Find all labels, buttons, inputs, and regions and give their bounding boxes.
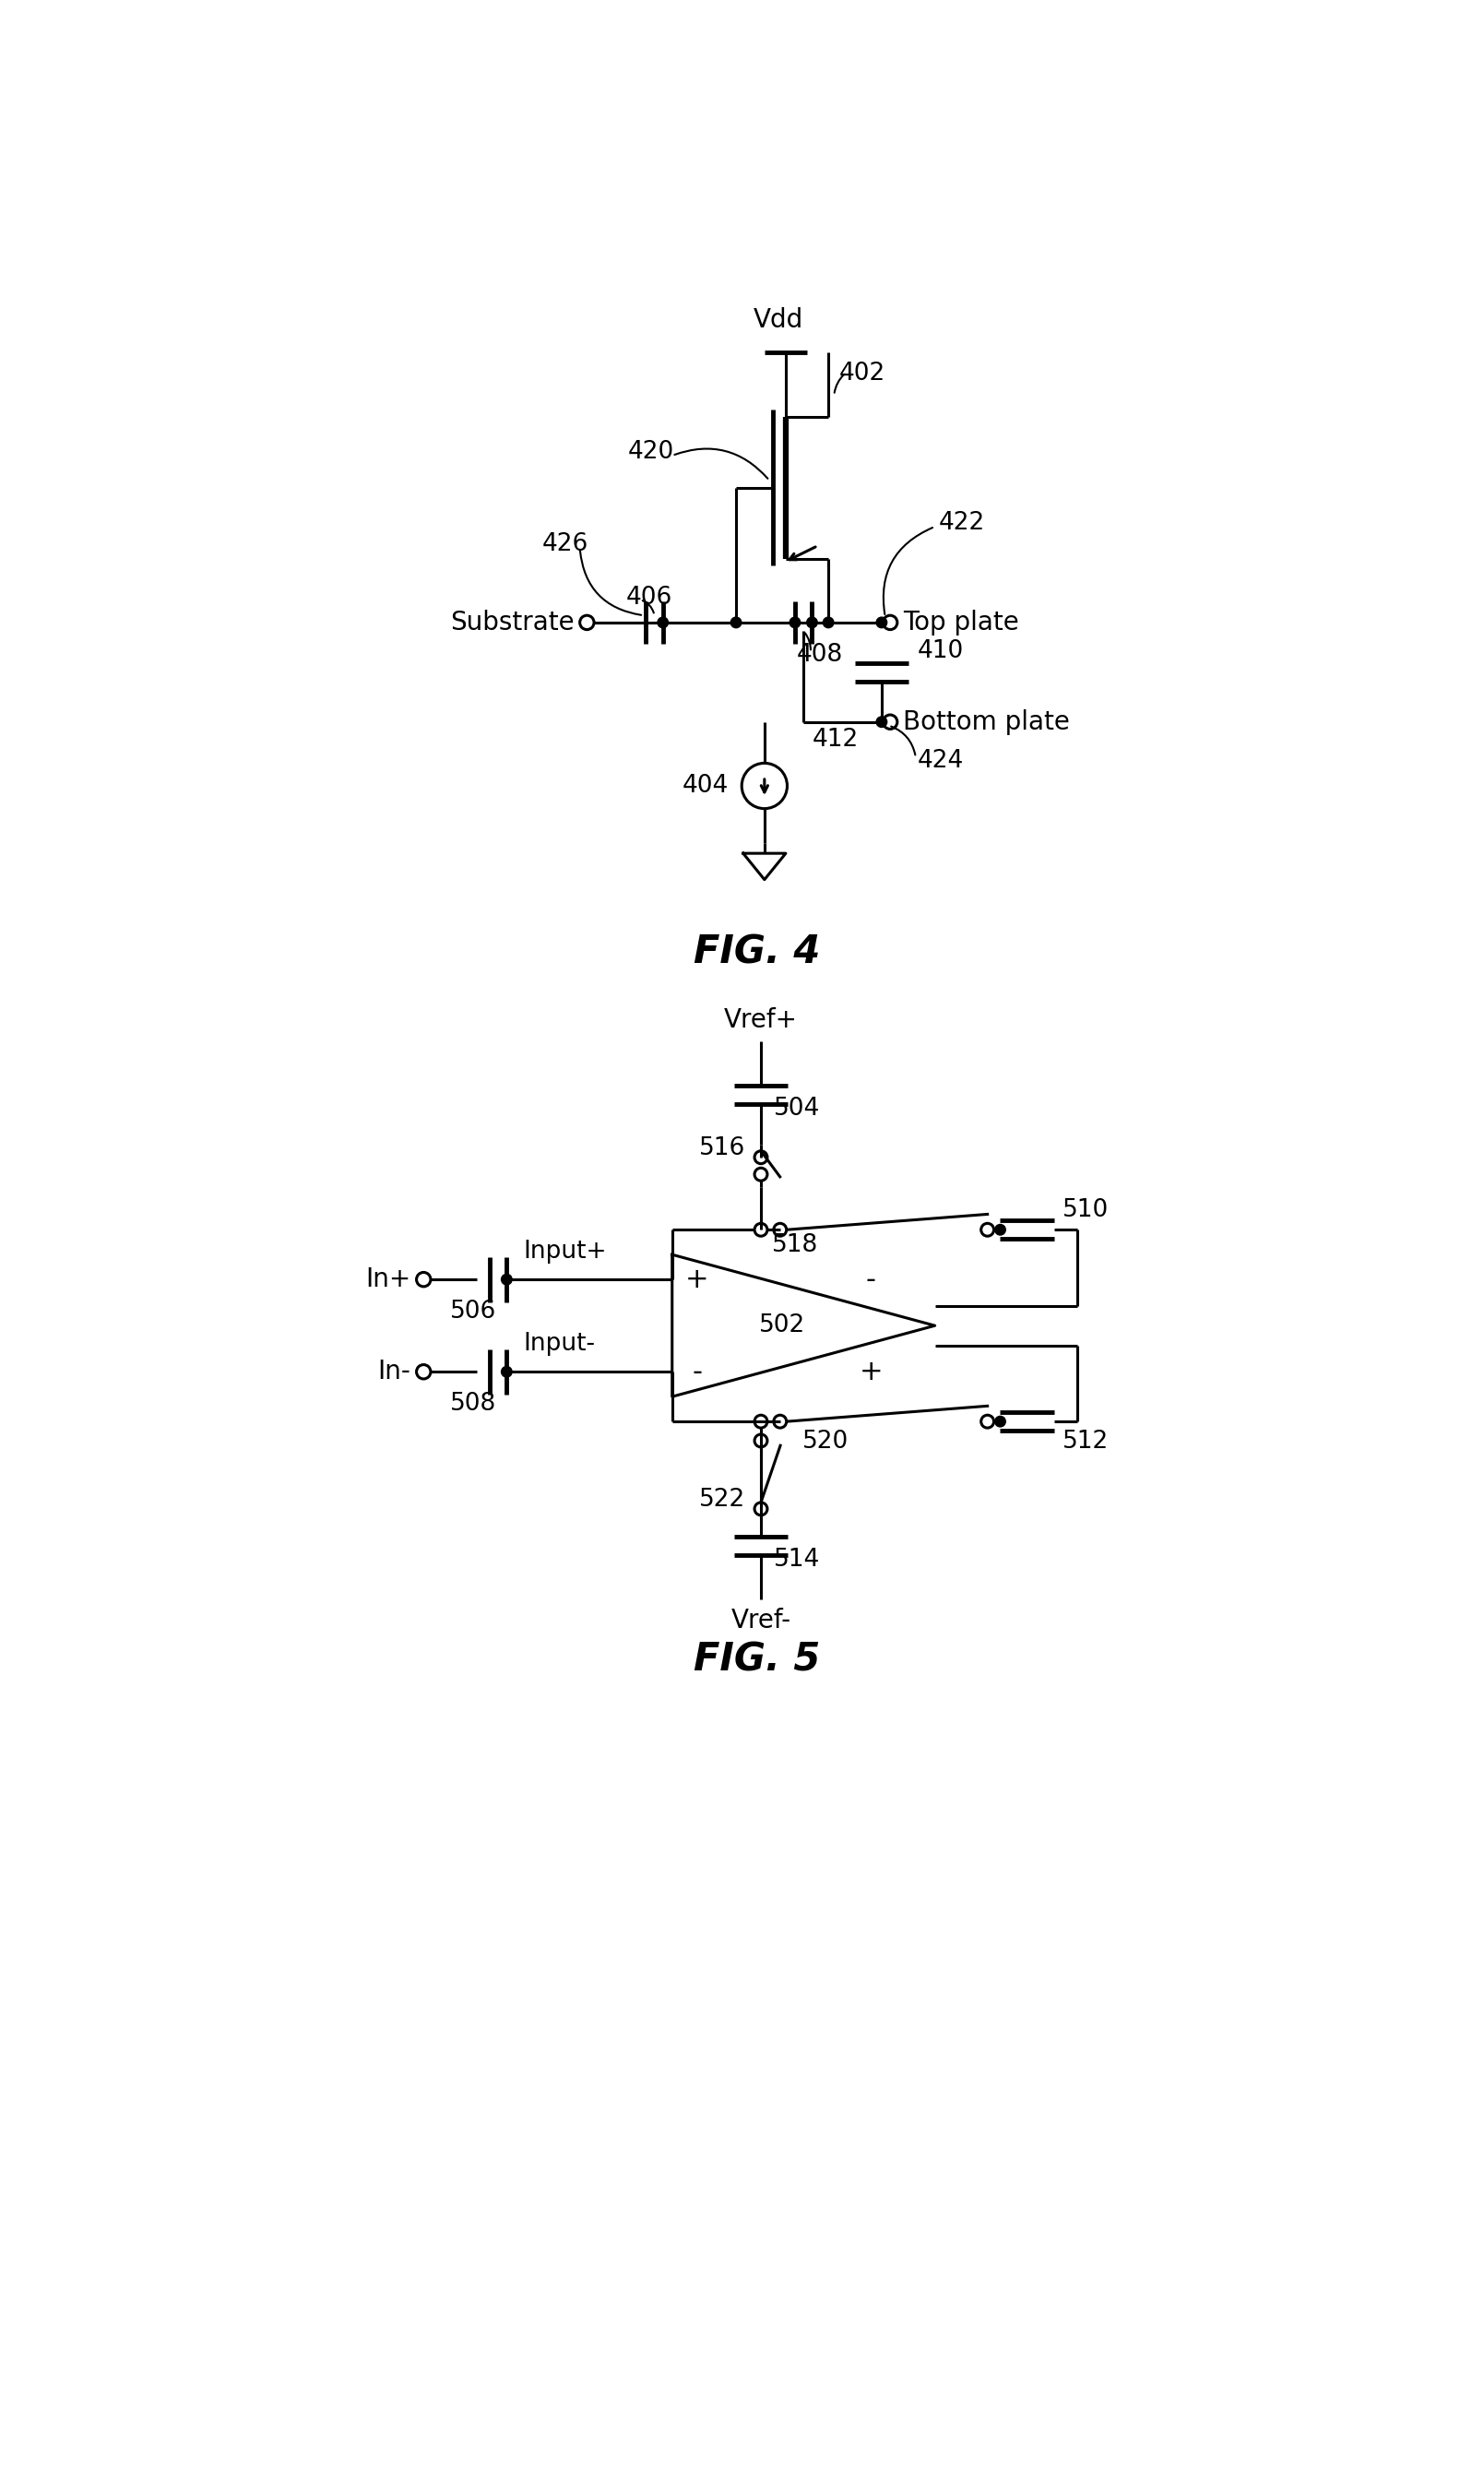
Circle shape bbox=[994, 1416, 1006, 1426]
Circle shape bbox=[877, 618, 887, 628]
Text: 424: 424 bbox=[917, 749, 963, 773]
Text: 518: 518 bbox=[772, 1233, 818, 1258]
Text: +: + bbox=[859, 1359, 883, 1386]
Text: In-: In- bbox=[378, 1359, 411, 1384]
Text: Input+: Input+ bbox=[522, 1240, 607, 1263]
Text: 506: 506 bbox=[450, 1300, 497, 1324]
Text: 510: 510 bbox=[1063, 1198, 1109, 1221]
Text: 512: 512 bbox=[1063, 1428, 1109, 1453]
Circle shape bbox=[807, 618, 818, 628]
Text: FIG. 5: FIG. 5 bbox=[695, 1641, 821, 1678]
Text: 522: 522 bbox=[699, 1488, 745, 1512]
Circle shape bbox=[502, 1275, 512, 1285]
Text: +: + bbox=[686, 1265, 709, 1292]
Text: In+: In+ bbox=[365, 1268, 411, 1292]
Text: 408: 408 bbox=[797, 642, 843, 667]
Text: Vref+: Vref+ bbox=[724, 1008, 798, 1033]
Text: Input-: Input- bbox=[522, 1332, 595, 1357]
Text: Vref-: Vref- bbox=[732, 1609, 791, 1633]
Text: 402: 402 bbox=[838, 361, 886, 385]
Text: 420: 420 bbox=[628, 440, 674, 465]
Text: 514: 514 bbox=[773, 1547, 821, 1572]
Text: -: - bbox=[865, 1265, 876, 1292]
Text: 508: 508 bbox=[450, 1391, 497, 1416]
Text: Substrate: Substrate bbox=[450, 610, 574, 635]
Circle shape bbox=[824, 618, 834, 628]
Text: Bottom plate: Bottom plate bbox=[902, 709, 1070, 734]
Text: 412: 412 bbox=[812, 726, 858, 751]
Text: Vdd: Vdd bbox=[754, 306, 804, 334]
Text: 406: 406 bbox=[626, 586, 672, 610]
Circle shape bbox=[657, 618, 668, 628]
Text: 426: 426 bbox=[543, 531, 589, 556]
Text: FIG. 4: FIG. 4 bbox=[695, 934, 821, 971]
Text: -: - bbox=[692, 1359, 702, 1386]
Text: 410: 410 bbox=[917, 640, 963, 662]
Circle shape bbox=[877, 717, 887, 726]
Text: Top plate: Top plate bbox=[902, 610, 1020, 635]
Circle shape bbox=[789, 618, 800, 628]
Text: 422: 422 bbox=[938, 511, 985, 536]
Circle shape bbox=[994, 1226, 1006, 1236]
Text: 516: 516 bbox=[699, 1137, 745, 1159]
Text: 520: 520 bbox=[803, 1428, 849, 1453]
Text: 502: 502 bbox=[758, 1315, 806, 1337]
Text: 404: 404 bbox=[683, 773, 729, 798]
Circle shape bbox=[730, 618, 742, 628]
Circle shape bbox=[502, 1366, 512, 1376]
Text: 504: 504 bbox=[773, 1097, 821, 1122]
